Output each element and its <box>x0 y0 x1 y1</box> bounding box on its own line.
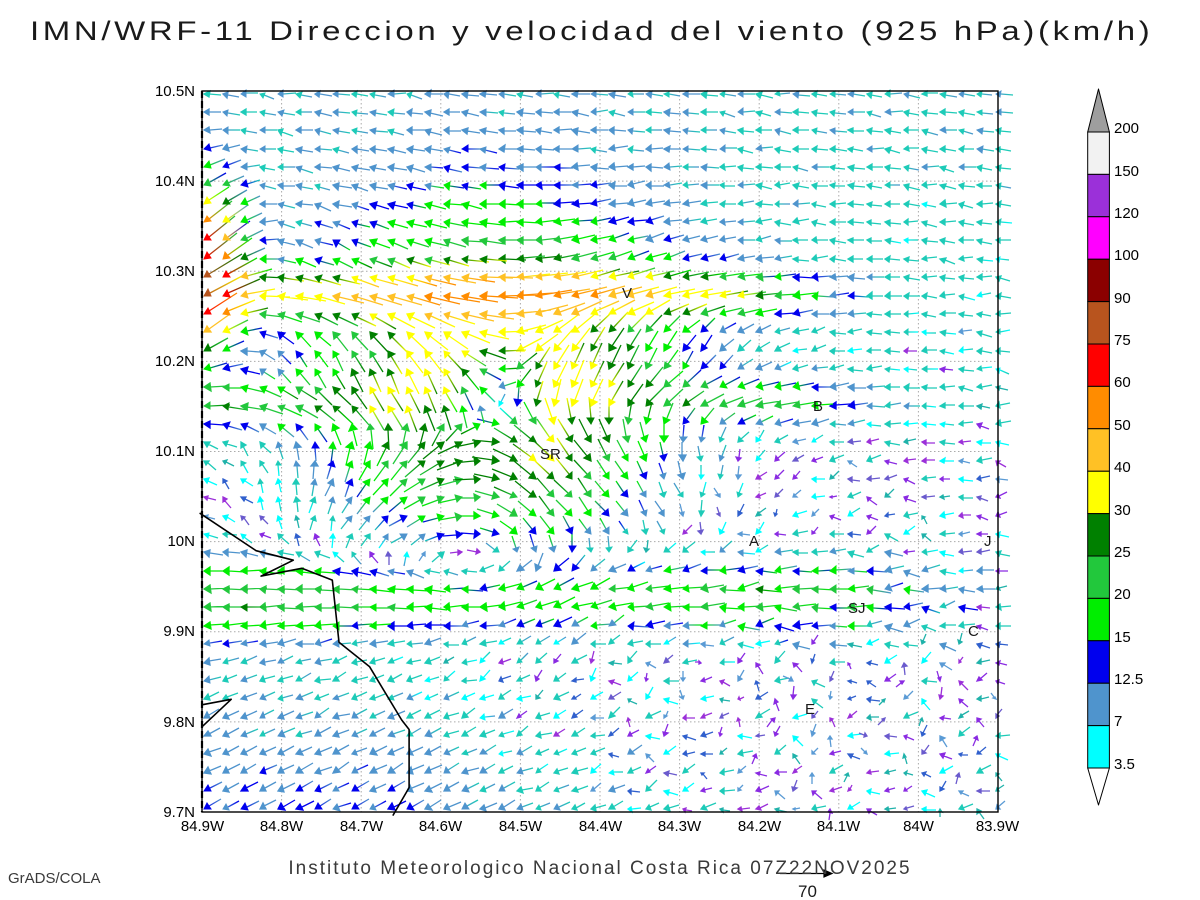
svg-text:B: B <box>813 398 823 415</box>
svg-text:A: A <box>749 533 759 550</box>
svg-text:SR: SR <box>540 446 561 463</box>
svg-text:J: J <box>984 533 992 550</box>
svg-text:C: C <box>968 623 979 640</box>
svg-text:SJ: SJ <box>848 600 866 617</box>
svg-text:V: V <box>622 285 632 302</box>
svg-text:70: 70 <box>798 882 817 900</box>
svg-text:E: E <box>805 701 815 718</box>
